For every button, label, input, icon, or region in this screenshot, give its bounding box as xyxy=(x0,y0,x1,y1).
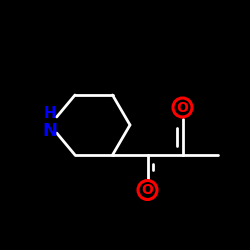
Text: O: O xyxy=(142,183,154,197)
Text: O: O xyxy=(176,100,188,114)
Text: H: H xyxy=(44,106,56,121)
Text: N: N xyxy=(42,122,58,140)
